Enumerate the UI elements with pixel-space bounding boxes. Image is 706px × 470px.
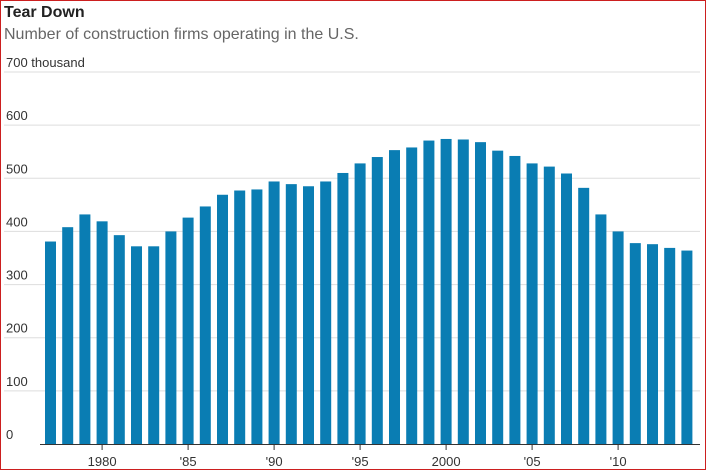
bar-1982 xyxy=(131,246,142,444)
x-tick-label-2005: '05 xyxy=(524,454,541,469)
y-tick-label-400: 400 xyxy=(6,214,28,229)
bar-1985 xyxy=(182,217,194,444)
bar-1986 xyxy=(199,206,211,444)
bar-1988 xyxy=(234,190,246,444)
x-tick-label-1985: '85 xyxy=(180,454,197,469)
y-tick-label-0: 0 xyxy=(6,427,13,442)
bar-1992 xyxy=(303,186,314,444)
chart-title: Tear Down xyxy=(4,4,85,21)
x-tick-label-1990: '90 xyxy=(266,454,283,469)
bar-2011 xyxy=(629,243,641,444)
bar-2010 xyxy=(612,231,624,444)
bar-2003 xyxy=(492,150,504,444)
x-tick-label-1995: '95 xyxy=(352,454,369,469)
bar-2000 xyxy=(440,138,452,444)
bar-2014 xyxy=(681,250,693,444)
bar-1998 xyxy=(406,147,418,444)
y-tick-label-500: 500 xyxy=(6,161,28,176)
bar-2004 xyxy=(509,155,521,445)
bar-2013 xyxy=(664,247,676,444)
bar-1978 xyxy=(62,227,74,444)
bar-2006 xyxy=(543,166,555,444)
x-tick-label-1980: 1980 xyxy=(88,454,117,469)
x-tick-label-2010: '10 xyxy=(610,454,627,469)
chart-subtitle: Number of construction firms operating i… xyxy=(4,26,359,43)
bar-1993 xyxy=(320,181,332,444)
x-tick-label-2000: 2000 xyxy=(432,454,461,469)
y-tick-label-600: 600 xyxy=(6,108,28,123)
bar-2007 xyxy=(561,173,572,444)
bar-1995 xyxy=(354,163,366,445)
bar-2001 xyxy=(457,139,469,444)
bar-1990 xyxy=(268,181,280,444)
bar-1984 xyxy=(165,231,177,444)
bar-1983 xyxy=(148,246,160,444)
bar-1991 xyxy=(285,184,297,445)
bar-1994 xyxy=(337,172,349,444)
y-tick-label-700: 700 thousand xyxy=(6,55,85,70)
y-tick-label-200: 200 xyxy=(6,321,28,336)
bar-2008 xyxy=(578,187,590,444)
bar-2012 xyxy=(647,244,658,444)
bar-2009 xyxy=(595,214,607,444)
bar-2005 xyxy=(526,163,538,445)
bar-1987 xyxy=(217,194,228,444)
bar-1996 xyxy=(371,157,383,444)
bar-1997 xyxy=(389,150,400,444)
y-tick-label-300: 300 xyxy=(6,268,28,283)
bar-2002 xyxy=(475,142,486,445)
bar-1981 xyxy=(113,235,125,444)
bar-1979 xyxy=(79,214,91,444)
bar-1977 xyxy=(45,241,56,444)
bar-1989 xyxy=(251,189,263,444)
y-tick-label-100: 100 xyxy=(6,374,28,389)
bar-1980 xyxy=(96,221,108,444)
bar-1999 xyxy=(423,140,435,444)
